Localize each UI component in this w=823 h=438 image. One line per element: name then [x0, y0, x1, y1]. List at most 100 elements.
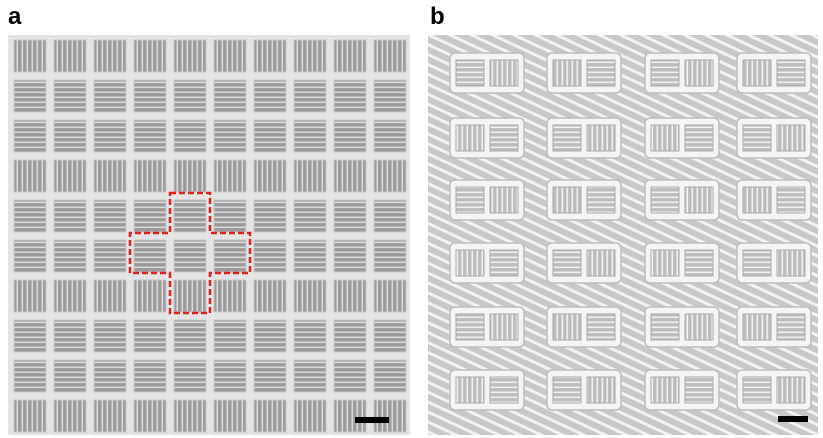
- pattern-square: [214, 40, 246, 72]
- pattern-square: [214, 360, 246, 392]
- pattern-square: [334, 40, 366, 72]
- pattern-square: [587, 314, 615, 340]
- pattern-square: [94, 200, 126, 232]
- pattern-square: [456, 60, 484, 86]
- pattern-square: [777, 187, 805, 213]
- pattern-square: [553, 314, 581, 340]
- pattern-square: [174, 240, 206, 272]
- pattern-square: [456, 314, 484, 340]
- pattern-square: [214, 320, 246, 352]
- pattern-square: [456, 377, 484, 403]
- scale-bar: [778, 416, 808, 422]
- pattern-square: [743, 314, 771, 340]
- pattern-square: [294, 80, 326, 112]
- pattern-square: [54, 120, 86, 152]
- pattern-square: [254, 240, 286, 272]
- panel-label: a: [8, 3, 22, 30]
- pattern-square: [334, 160, 366, 192]
- pattern-square: [254, 80, 286, 112]
- pattern-square: [254, 160, 286, 192]
- pattern-square: [490, 377, 518, 403]
- pattern-square: [374, 40, 406, 72]
- pattern-square: [134, 280, 166, 312]
- pattern-square: [254, 360, 286, 392]
- pattern-square: [553, 250, 581, 276]
- pattern-square: [334, 240, 366, 272]
- pattern-square: [456, 187, 484, 213]
- pattern-square: [334, 320, 366, 352]
- pattern-square: [14, 80, 46, 112]
- pattern-square: [94, 240, 126, 272]
- pattern-square: [651, 250, 679, 276]
- pattern-square: [214, 200, 246, 232]
- pattern-square: [553, 187, 581, 213]
- pattern-square: [334, 360, 366, 392]
- pattern-square: [174, 360, 206, 392]
- pattern-square: [174, 200, 206, 232]
- pattern-square: [685, 125, 713, 151]
- pattern-square: [587, 377, 615, 403]
- pattern-square: [14, 360, 46, 392]
- pattern-square: [214, 400, 246, 432]
- pattern-square: [214, 280, 246, 312]
- pattern-square: [54, 200, 86, 232]
- pattern-square: [743, 187, 771, 213]
- pattern-square: [254, 40, 286, 72]
- panel-a-image: [8, 35, 410, 435]
- pattern-square: [214, 240, 246, 272]
- pattern-square: [587, 187, 615, 213]
- pattern-square: [134, 160, 166, 192]
- pattern-square: [54, 320, 86, 352]
- pattern-square: [14, 400, 46, 432]
- pattern-square: [294, 280, 326, 312]
- pattern-square: [743, 377, 771, 403]
- pattern-square: [374, 120, 406, 152]
- pattern-square: [174, 120, 206, 152]
- pattern-square: [334, 400, 366, 432]
- pattern-square: [374, 280, 406, 312]
- pattern-square: [334, 280, 366, 312]
- pattern-square: [94, 280, 126, 312]
- pattern-square: [743, 125, 771, 151]
- pattern-square: [490, 314, 518, 340]
- pattern-square: [54, 400, 86, 432]
- pattern-square: [294, 120, 326, 152]
- pattern-square: [134, 400, 166, 432]
- pattern-square: [685, 60, 713, 86]
- figure: a b: [0, 0, 823, 438]
- pattern-square: [374, 320, 406, 352]
- pattern-square: [254, 200, 286, 232]
- pattern-square: [54, 80, 86, 112]
- pattern-square: [54, 360, 86, 392]
- pattern-square: [490, 250, 518, 276]
- pattern-square: [294, 160, 326, 192]
- pattern-square: [456, 125, 484, 151]
- pattern-square: [587, 60, 615, 86]
- pattern-square: [14, 320, 46, 352]
- pattern-square: [94, 80, 126, 112]
- pattern-square: [294, 360, 326, 392]
- pattern-square: [651, 377, 679, 403]
- pattern-square: [14, 160, 46, 192]
- pattern-square: [174, 400, 206, 432]
- pattern-square: [254, 120, 286, 152]
- pattern-square: [587, 125, 615, 151]
- pattern-square: [134, 200, 166, 232]
- pattern-square: [174, 320, 206, 352]
- pattern-square: [174, 160, 206, 192]
- pattern-square: [334, 200, 366, 232]
- pattern-square: [294, 320, 326, 352]
- pattern-square: [54, 280, 86, 312]
- pattern-square: [777, 250, 805, 276]
- pattern-square: [490, 60, 518, 86]
- pattern-square: [54, 40, 86, 72]
- pattern-square: [777, 125, 805, 151]
- pattern-square: [174, 280, 206, 312]
- pattern-square: [651, 314, 679, 340]
- pattern-square: [254, 320, 286, 352]
- pattern-square: [651, 187, 679, 213]
- pattern-square: [334, 80, 366, 112]
- pattern-square: [14, 280, 46, 312]
- pattern-square: [777, 377, 805, 403]
- pattern-square: [456, 250, 484, 276]
